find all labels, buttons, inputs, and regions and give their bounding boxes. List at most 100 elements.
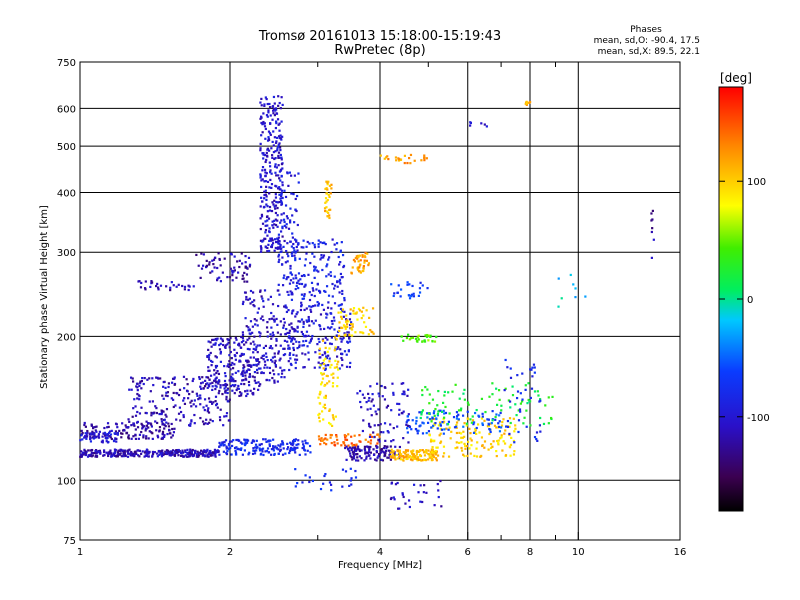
data-point [280,219,283,222]
data-point [376,442,379,445]
data-point [363,261,366,264]
data-point [480,454,483,458]
data-point [436,412,440,416]
data-point [121,432,124,435]
data-point [427,339,430,342]
data-point [406,283,409,286]
data-point [197,264,200,267]
data-point [278,122,281,125]
data-point [215,380,218,383]
data-point [410,337,413,340]
data-point [330,250,333,254]
data-point [233,392,236,395]
data-point [231,269,234,272]
data-point [174,451,177,455]
data-point [480,122,483,125]
data-point [143,455,146,458]
data-point [170,381,174,384]
data-point [376,433,379,436]
data-point [509,406,512,409]
data-point [471,419,475,422]
data-point [259,173,262,176]
data-point [304,453,307,456]
data-point [330,424,334,427]
data-point [517,430,520,434]
data-point [264,231,267,234]
data-point [340,356,343,360]
data-point [115,437,118,441]
data-point [208,353,211,357]
data-point [277,373,280,376]
data-point [215,339,218,342]
data-point [460,446,463,450]
data-point [428,434,431,437]
data-point [415,451,418,454]
data-point [308,242,311,245]
data-point [230,363,233,367]
data-point [259,176,262,179]
data-point [93,436,96,439]
data-point [228,398,231,401]
data-point [241,331,244,334]
data-point [161,394,164,397]
data-point [277,145,280,148]
data-point [323,403,326,406]
data-point [320,372,323,375]
data-point [275,337,278,341]
data-point [179,410,183,414]
data-point [289,441,292,444]
data-point [335,334,338,337]
data-point [180,451,183,455]
data-point [204,450,208,453]
data-point [308,341,311,344]
data-point [335,242,339,245]
data-point [208,385,211,388]
data-point [258,344,261,347]
data-point [206,422,209,425]
data-point [240,352,243,356]
data-point [263,360,267,363]
data-point [221,339,224,343]
data-point [241,453,244,456]
data-point [265,158,268,162]
data-point [243,343,246,346]
data-point [279,344,282,347]
data-point [240,373,243,376]
data-point [259,142,262,145]
data-point [421,421,424,424]
data-point [277,233,281,236]
data-point [274,109,277,112]
data-point [241,277,244,281]
data-point [249,389,252,392]
data-point [418,287,422,290]
data-point [496,439,499,443]
data-point [421,449,424,452]
data-point [398,451,402,455]
data-point [470,439,473,442]
data-point [228,379,231,382]
data-point [234,371,237,374]
data-point [504,429,507,432]
data-point [137,280,140,283]
data-point [272,447,275,450]
data-point [327,193,330,197]
data-point [264,450,267,453]
data-point [250,365,253,368]
data-point [319,241,322,244]
data-point [191,448,194,452]
data-point [271,303,275,306]
data-point [274,141,278,144]
data-point [331,414,334,417]
data-point [270,209,274,213]
data-point [344,470,348,473]
data-point [238,265,241,269]
data-point [428,455,431,458]
data-point [235,446,238,449]
data-point [288,323,291,326]
data-point [504,454,508,457]
data-point [269,169,272,172]
data-point [264,189,267,192]
data-point [242,378,245,382]
data-point [333,287,336,290]
data-point [385,406,388,409]
